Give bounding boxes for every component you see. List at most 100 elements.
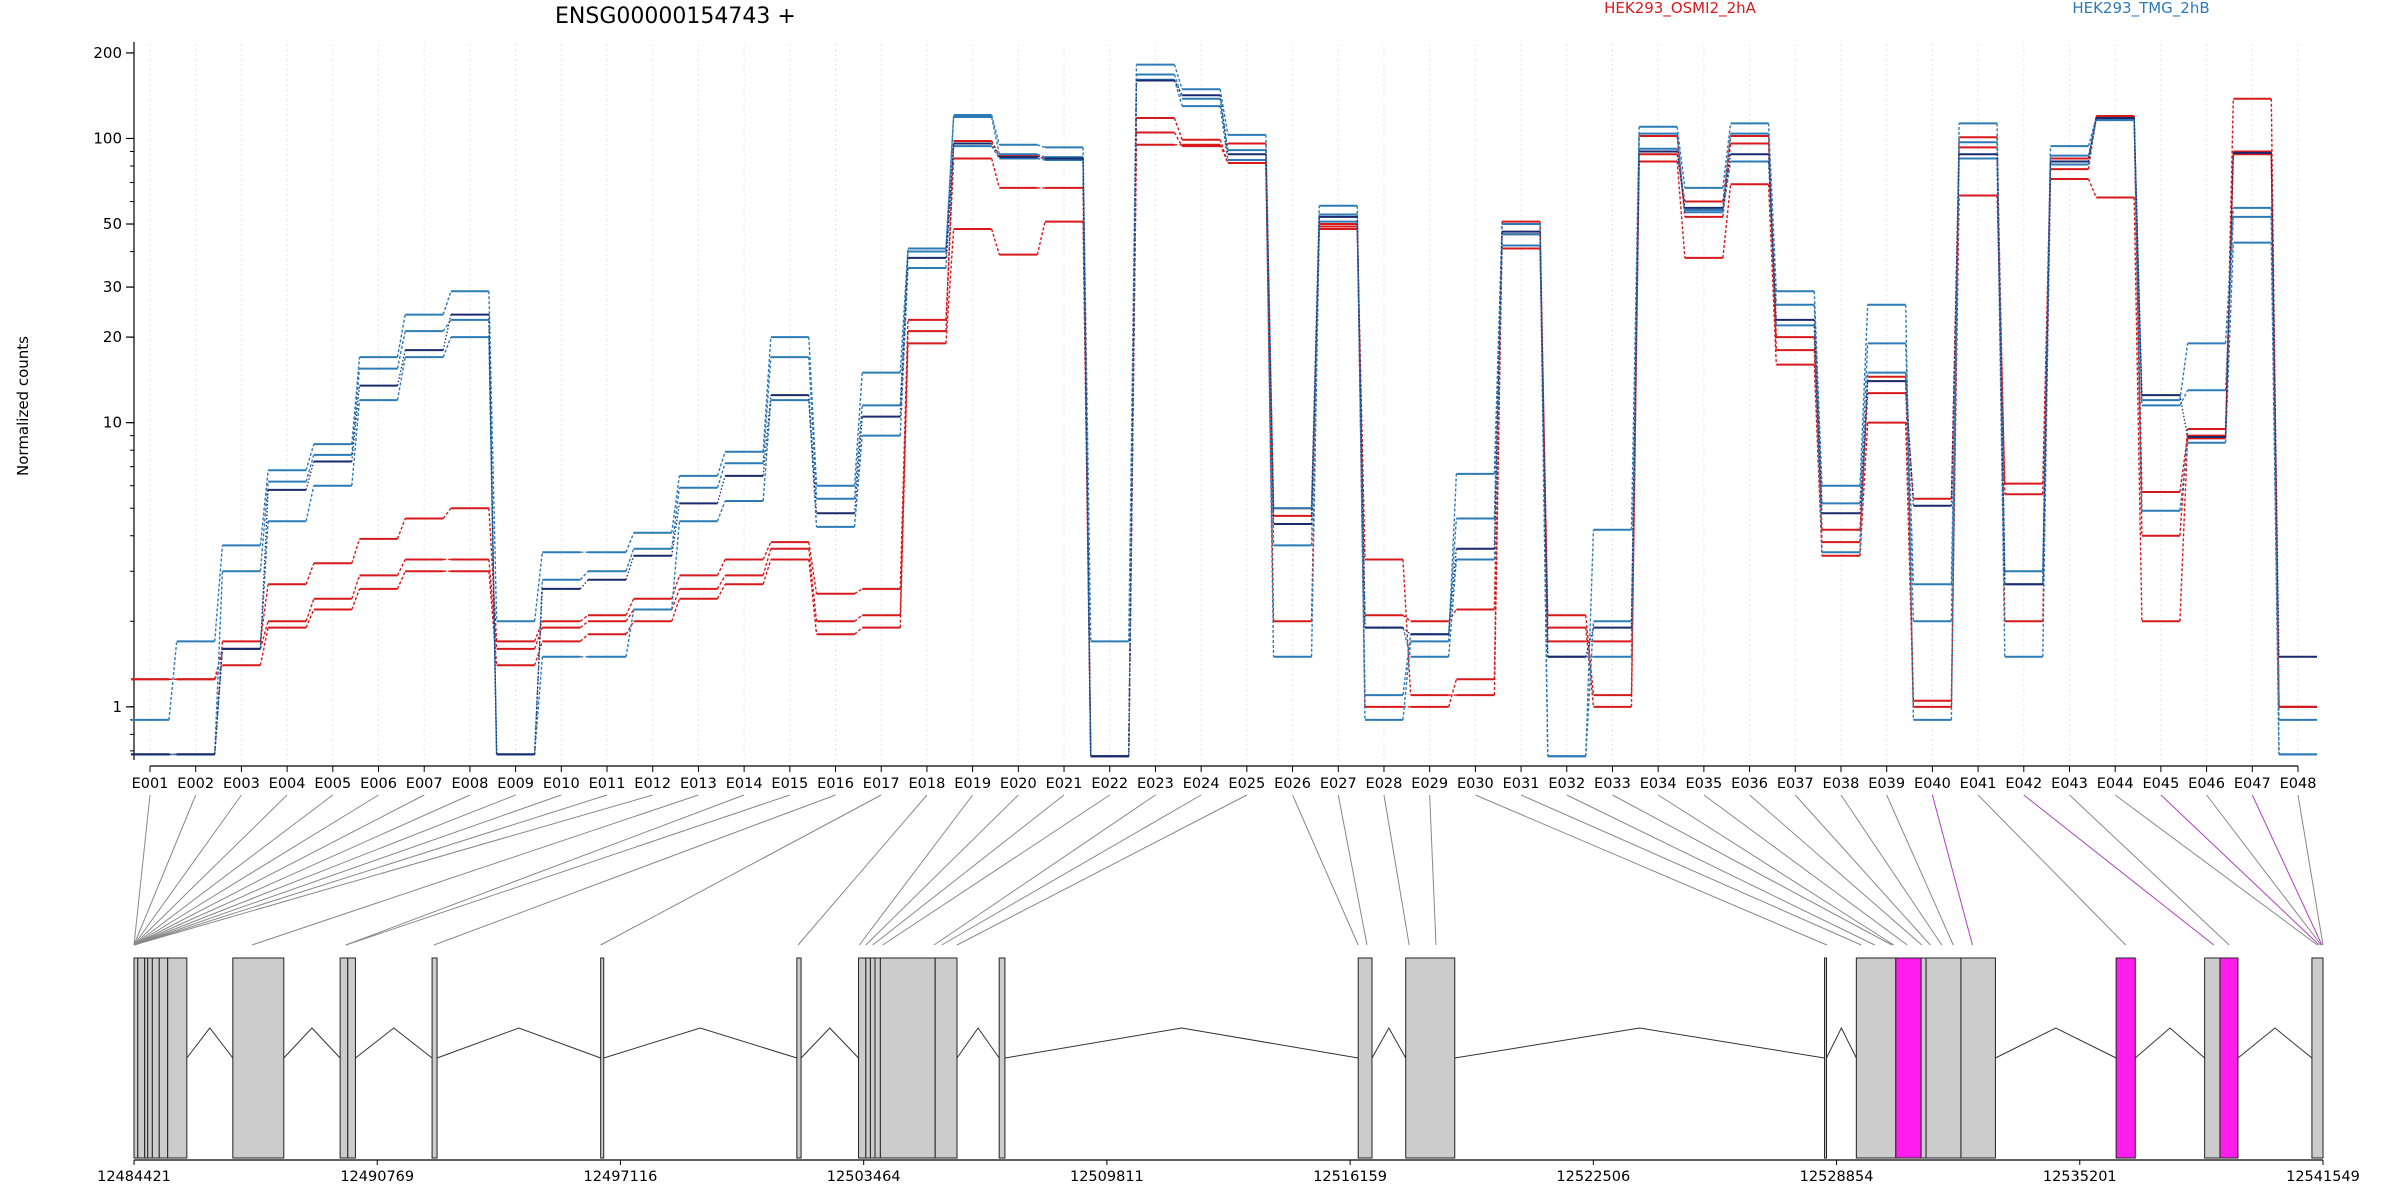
series-connector — [1447, 518, 1458, 635]
series-connector — [305, 598, 315, 622]
exon-label-e040: E040 — [1914, 776, 1951, 792]
exon-label-e039: E039 — [1868, 776, 1905, 792]
y-axis-label: Normalized counts — [14, 336, 32, 476]
chart-title: ENSG00000154743 + — [555, 4, 796, 29]
intron-line — [2134, 1027, 2205, 1059]
exon-box — [1960, 957, 1996, 1159]
series-connector — [716, 559, 726, 576]
series-connector — [808, 395, 818, 514]
series-connector — [1859, 422, 1869, 556]
exon-connectors — [133, 794, 2324, 946]
series-connector — [1722, 123, 1732, 188]
coordinate-label: 12541549 — [2286, 1169, 2360, 1185]
series-connector — [1676, 126, 1686, 188]
exon-connector — [933, 794, 1156, 946]
series-connector — [991, 140, 1000, 156]
series-connector — [1219, 105, 1229, 161]
series-connector — [762, 548, 772, 576]
exon-connector — [133, 794, 562, 946]
series-connector — [716, 575, 726, 590]
series-connector — [1402, 634, 1412, 696]
intron-line — [1371, 1026, 1407, 1059]
series-connector — [533, 579, 544, 755]
series-connector — [168, 641, 178, 720]
series-connector — [2133, 119, 2143, 511]
exon-label-e004: E004 — [269, 776, 306, 792]
series-connector — [488, 291, 498, 622]
series-connector — [1402, 627, 1412, 657]
y-tick-label: 10 — [103, 414, 122, 432]
series-connector — [808, 400, 818, 527]
legend-entry-osmi2: HEK293_OSMI2_2hA — [1604, 0, 1757, 18]
series-connector — [1493, 223, 1503, 474]
series-connector — [579, 614, 589, 622]
exon-connector — [2023, 794, 2215, 946]
series-connector — [351, 588, 361, 610]
series-connector — [1722, 161, 1732, 213]
series-connector — [762, 337, 772, 452]
exon-label-e015: E015 — [771, 776, 808, 792]
exon-connector — [1703, 794, 1908, 946]
y-tick-label: 50 — [103, 215, 122, 233]
series-connector — [1493, 221, 1503, 680]
exon-label-e010: E010 — [543, 776, 580, 792]
series-connector — [396, 559, 406, 576]
exon-label-e041: E041 — [1960, 776, 1997, 792]
series-connector — [214, 571, 224, 755]
series-connector — [716, 583, 726, 600]
exon-connector — [133, 794, 471, 946]
series-connector — [990, 116, 1001, 155]
exon-box — [167, 957, 188, 1159]
series-connector — [1310, 216, 1320, 524]
series-connector — [396, 357, 406, 401]
series-connector — [854, 588, 863, 595]
exon-box — [151, 957, 160, 1159]
coordinate-label: 12516159 — [1313, 1169, 1387, 1185]
exon-connector — [882, 794, 1111, 946]
series-connector — [762, 559, 772, 585]
series-connector — [442, 507, 452, 519]
series-connector — [990, 158, 1001, 189]
exon-connector — [2160, 794, 2320, 946]
series-connector — [1859, 304, 1869, 486]
exon-label-e012: E012 — [634, 776, 671, 792]
series-connector — [854, 614, 863, 622]
exon-connector — [2069, 794, 2230, 946]
series-connector — [899, 268, 909, 436]
exon-connector — [251, 794, 699, 946]
series-connector — [625, 620, 635, 635]
intron-line — [1454, 1027, 1825, 1059]
exon-label-e044: E044 — [2097, 776, 2134, 792]
coordinate-label: 12490769 — [340, 1169, 414, 1185]
exon-label-e037: E037 — [1777, 776, 1814, 792]
exon-box — [1920, 957, 1927, 1159]
exon-box — [147, 957, 153, 1159]
exon-connector — [2251, 794, 2323, 946]
exon-label-e025: E025 — [1228, 776, 1265, 792]
exon-box — [879, 957, 936, 1159]
exon-label-e002: E002 — [177, 776, 214, 792]
exon-label-e024: E024 — [1183, 776, 1220, 792]
series-connector — [1904, 372, 1915, 622]
series-connector — [1082, 158, 1092, 757]
exon-connector — [1977, 794, 2127, 946]
series-connector — [1539, 245, 1549, 657]
series-lines — [131, 63, 2317, 758]
series-connector — [1402, 614, 1412, 622]
exon-connector — [956, 794, 1248, 946]
series-connector — [2179, 428, 2189, 536]
series-connector — [853, 416, 863, 514]
series-connector — [1996, 154, 2006, 585]
series-connector — [1493, 234, 1503, 696]
series-connector — [899, 248, 909, 373]
series-6 — [131, 79, 2317, 758]
series-connector — [1630, 151, 1640, 628]
exon-box — [865, 957, 871, 1159]
series-connector — [945, 116, 955, 252]
series-connector — [1630, 161, 1640, 696]
series-connector — [808, 541, 818, 594]
intron-line — [186, 1027, 234, 1059]
transcript-model — [133, 957, 2324, 1159]
coordinate-label: 12535201 — [2043, 1169, 2117, 1185]
